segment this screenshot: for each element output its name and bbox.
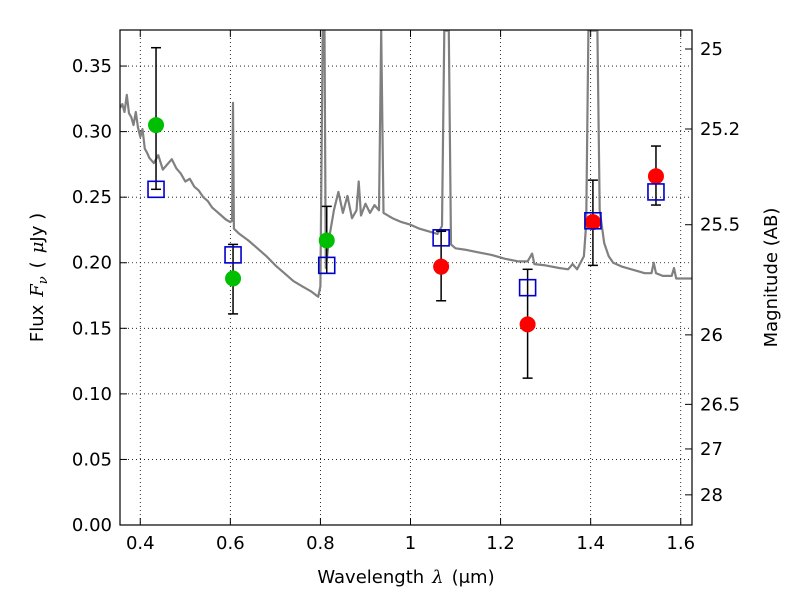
x-tick-label: 0.6 [216,533,245,554]
photometry-point [433,258,450,275]
y-tick-label: 0.15 [72,318,112,339]
marker-layer [147,117,665,333]
x-axis-title: Wavelength λ (μm) [317,567,494,588]
x-axis-title-text: Wavelength [317,567,424,588]
y-tick-label: 0.30 [72,122,112,143]
model-flux-square [584,211,602,230]
model-flux-square [147,180,165,199]
y-tick-label: 0.25 [72,187,112,208]
y2-tick-label: 26.5 [700,394,740,415]
y2-tick-label: 25 [700,39,723,60]
y-tick-label: 0.35 [72,56,112,77]
y-axis-title-unit: Jy ) [27,213,48,243]
model-spectrum-layer [120,30,692,298]
photometry-point [584,214,601,231]
y-axis-title-mu: μ [27,242,48,254]
x-tick-label: 1.2 [486,533,515,554]
grid-layer [120,30,692,526]
x-tick-label: 1 [405,533,416,554]
photometry-point [647,168,664,185]
y2-tick-label: 26 [700,325,723,346]
x-tick-label: 1.6 [666,533,695,554]
y-axis-title: Flux Fν ( μJy ) [27,213,51,342]
y-axis-title-text: Flux [27,304,48,342]
model-spectrum-line [120,30,692,298]
y-tick-label: 0.00 [72,515,112,536]
y-axis-title-subscript: ν [36,276,51,284]
x-tick-label: 0.8 [306,533,335,554]
model-flux-square [224,246,242,264]
plot-frame [119,29,693,526]
tick-layer: 0.4 0.6 0.8 1 1.2 1.4 1.6 0.00 0.05 0.10 0.15 0.20 0… [72,30,740,554]
x-axis-title-symbol: λ [431,567,443,588]
model-flux-square [432,229,450,247]
photometry-point [318,232,335,249]
y-tick-label: 0.10 [72,384,112,405]
photometry-point [225,270,242,287]
y-tick-label: 0.05 [72,449,112,470]
y-axis-title-paren: ( [27,261,48,268]
y2-tick-label: 25.5 [700,215,740,236]
y2-tick-label: 28 [700,485,723,506]
y2-tick-label: 27 [700,439,723,460]
photometry-point [148,117,165,134]
x-tick-label: 1.4 [576,533,605,554]
y-tick-label: 0.20 [72,253,112,274]
model-flux-square [518,278,537,297]
y-axis-title-symbol: F [27,283,48,298]
y2-tick-label: 25.2 [700,119,740,140]
model-flux-square [317,256,336,275]
model-flux-square [647,183,665,201]
x-axis-title-unit: (μm) [452,567,495,588]
photometry-point [519,316,536,333]
x-tick-label: 0.4 [126,533,155,554]
y2-axis-title: Magnitude (AB) [761,208,782,348]
